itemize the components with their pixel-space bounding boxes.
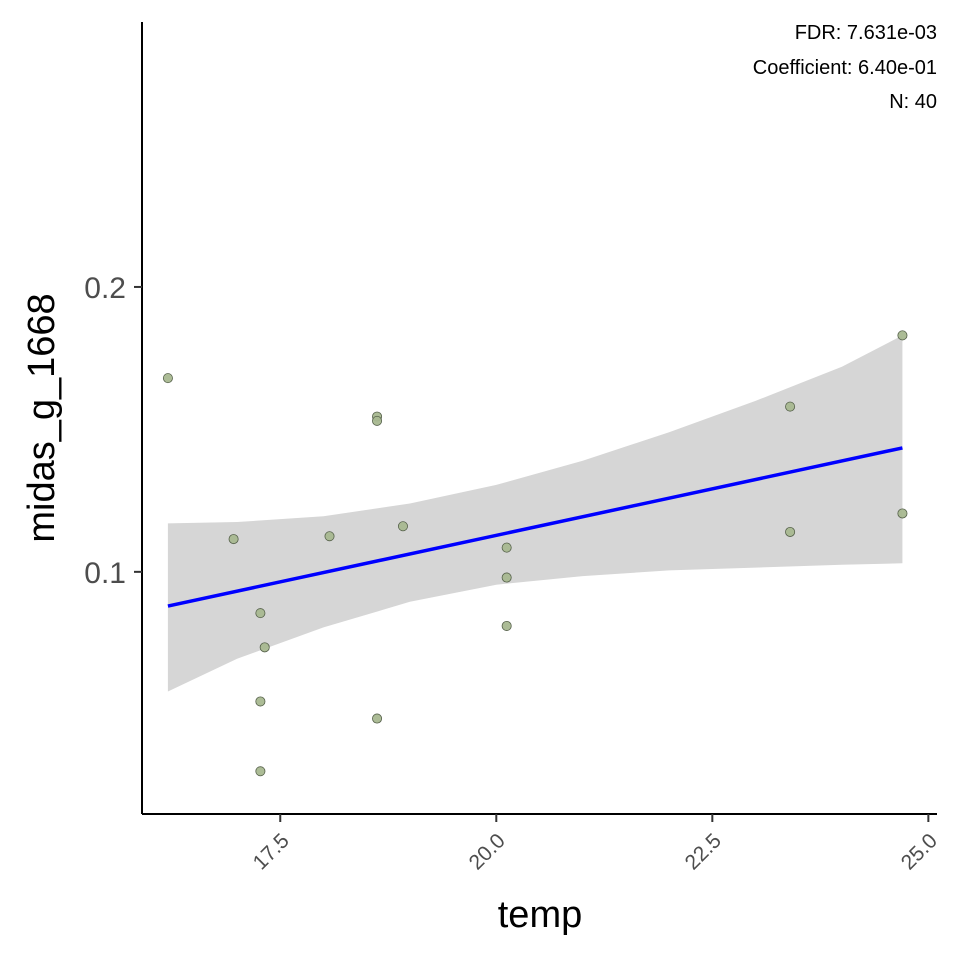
data-point	[372, 415, 383, 426]
confidence-band	[167, 335, 903, 692]
x-tick-label: 25.0	[897, 829, 942, 874]
data-point	[255, 766, 266, 777]
data-point	[228, 534, 239, 545]
data-point	[259, 642, 270, 653]
x-tick-label: 17.5	[249, 829, 294, 874]
data-points-layer	[162, 330, 908, 777]
data-point	[501, 572, 512, 583]
data-point	[501, 542, 512, 553]
data-point	[897, 330, 908, 341]
regression-line	[167, 446, 903, 608]
data-point	[785, 526, 796, 537]
y-tick-label: 0.2	[84, 272, 126, 305]
data-point	[785, 401, 796, 412]
data-point	[372, 713, 383, 724]
x-axis-title: temp	[498, 894, 582, 936]
fit-line-layer	[167, 446, 903, 608]
data-point	[255, 696, 266, 707]
data-point	[897, 508, 908, 519]
annotation-fdr: FDR: 7.631e-03	[795, 22, 937, 44]
data-point	[162, 373, 173, 384]
data-point	[397, 521, 408, 532]
annotation-n: N: 40	[889, 91, 937, 113]
y-axis-title: midas_g_1668	[21, 293, 63, 542]
data-point	[255, 608, 266, 619]
x-tick-label: 22.5	[681, 829, 726, 874]
data-point	[324, 531, 335, 542]
annotation-coefficient: Coefficient: 6.40e-01	[753, 57, 937, 79]
x-tick-label: 20.0	[465, 829, 510, 874]
y-tick-label: 0.1	[84, 557, 126, 590]
confidence-band-layer	[167, 335, 903, 692]
data-point	[501, 620, 512, 631]
